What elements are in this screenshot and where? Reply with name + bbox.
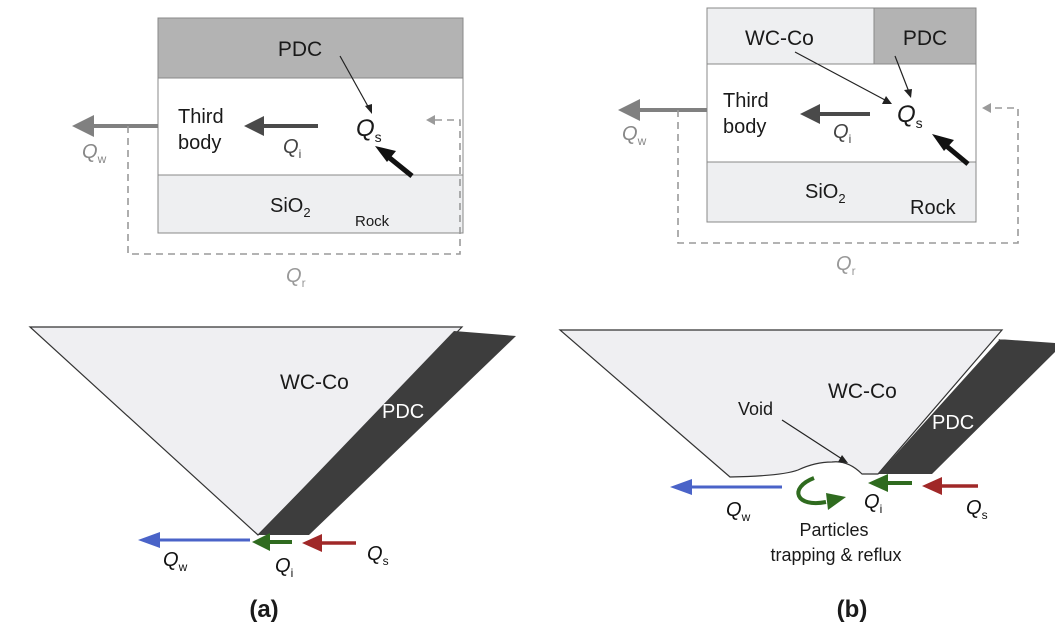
qi-green-arrow-head	[868, 474, 888, 492]
qr-loop-head	[426, 115, 435, 125]
qr-dashed-loop	[677, 107, 1019, 244]
panel-b-schematic: WC-Co PDC Third body SiO2 Rock Qs Qi Qw …	[618, 7, 1019, 278]
pdc-label: PDC	[903, 27, 947, 50]
pdc-pointer-line	[339, 55, 371, 111]
qw-blue-arrow-head	[138, 532, 160, 548]
wcco-pointer-head	[882, 96, 892, 104]
qw-label: Qw	[82, 141, 107, 166]
pdc-label: PDC	[932, 412, 974, 434]
panel-a-caption: (a)	[249, 596, 278, 623]
wcco-label: WC-Co	[745, 27, 814, 50]
wcco-pointer-line	[794, 51, 886, 101]
qi-label: Qi	[275, 555, 293, 580]
wcco-body	[558, 329, 1004, 478]
qs-label: Qs	[356, 115, 382, 145]
sio2-label: SiO2	[270, 195, 311, 220]
qr-dashed-loop	[127, 119, 461, 255]
reflux-curved-arrow-head	[826, 493, 846, 510]
pdc-strip	[258, 331, 516, 535]
qs-thick-arrow-head	[375, 146, 396, 162]
sio2-label: SiO2	[805, 181, 846, 206]
panel-b-wear: WC-Co PDC Void Qw Qi Qs Particles trappi…	[558, 329, 1055, 623]
qs-label: Qs	[367, 543, 389, 568]
qs-red-arrow-head	[302, 534, 322, 552]
rock-layer	[706, 161, 977, 223]
particles-label-line1: Particles	[799, 520, 868, 540]
qs-thick-arrow-shaft	[384, 153, 414, 178]
panel-a-schematic: PDC Third body SiO2 Rock Qs Qi Qw Qr	[72, 17, 464, 290]
qs-thick-arrow-head	[932, 134, 954, 151]
qi-green-arrow-head	[252, 533, 270, 551]
third-body-label-line1: Third	[723, 90, 769, 112]
rock-label: Rock	[355, 213, 390, 230]
qw-out-arrow-head	[72, 115, 94, 137]
qs-thick-arrow-shaft	[942, 142, 970, 166]
panel-b-caption: (b)	[837, 596, 868, 623]
pdc-label: PDC	[278, 38, 322, 61]
void-pointer-line	[781, 419, 843, 460]
reflux-curved-arrow	[796, 476, 827, 506]
rock-label: Rock	[910, 197, 957, 219]
panel-a-wear: WC-Co PDC Qw Qi Qs (a)	[28, 326, 516, 623]
qi-inner-arrow-head	[244, 116, 264, 136]
pdc-pointer-head	[904, 89, 912, 98]
wcco-label: WC-Co	[280, 371, 349, 394]
qs-red-arrow-head	[922, 477, 942, 495]
wcco-label: WC-Co	[828, 380, 897, 403]
particles-label-line2: trapping & reflux	[770, 545, 901, 565]
qi-label: Qi	[833, 121, 851, 146]
qr-label: Qr	[286, 265, 306, 290]
qi-inner-arrow-head	[800, 104, 820, 124]
rock-layer	[157, 174, 464, 234]
pdc-pointer-line	[894, 55, 910, 93]
void-label: Void	[738, 399, 773, 419]
pdc-layer	[157, 17, 464, 79]
qi-label: Qi	[283, 136, 301, 161]
qi-label: Qi	[864, 491, 882, 516]
qs-label: Qs	[897, 101, 923, 131]
third-body-label-line2: body	[723, 116, 766, 138]
pdc-strip	[878, 339, 1055, 474]
qs-label: Qs	[966, 497, 988, 522]
qr-label: Qr	[836, 253, 856, 278]
void-pointer-head	[838, 455, 848, 463]
third-body-label-line1: Third	[178, 106, 224, 128]
qw-label: Qw	[163, 549, 188, 574]
pdc-pointer-head	[365, 104, 372, 114]
qw-out-arrow-head	[618, 99, 640, 121]
third-body-label-line2: body	[178, 132, 221, 154]
qw-blue-arrow-head	[670, 479, 692, 495]
qr-loop-head	[982, 103, 991, 113]
qw-label: Qw	[726, 499, 751, 524]
qw-label: Qw	[622, 123, 647, 148]
pdc-label: PDC	[382, 401, 424, 423]
